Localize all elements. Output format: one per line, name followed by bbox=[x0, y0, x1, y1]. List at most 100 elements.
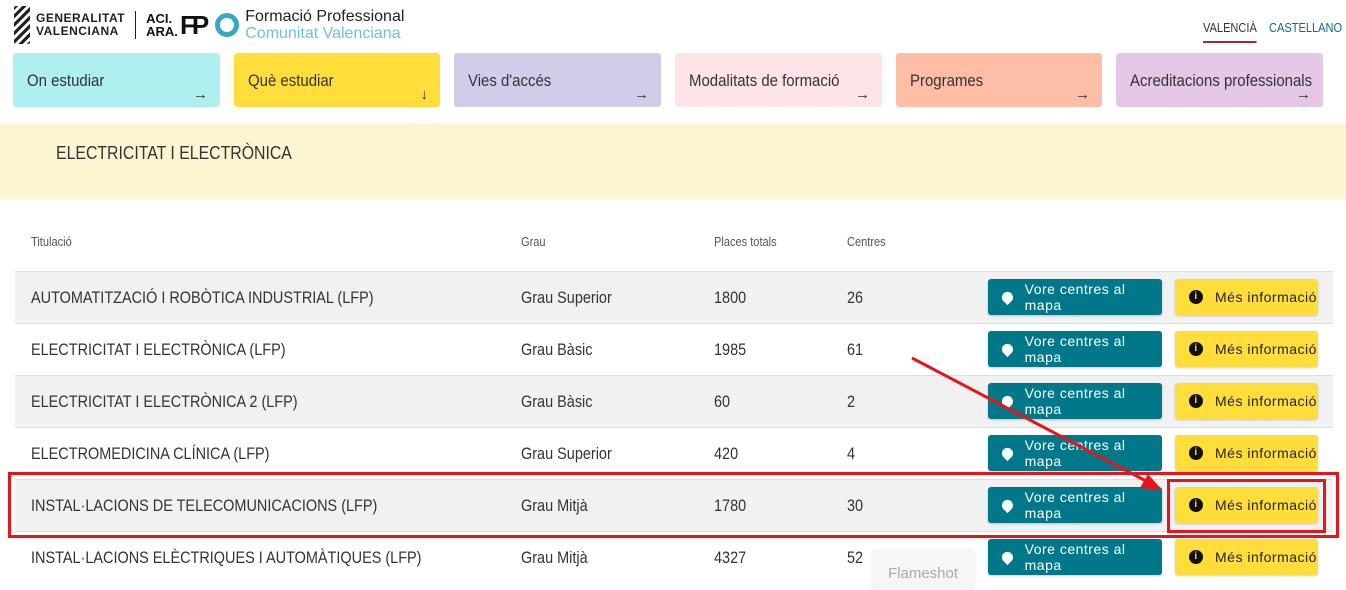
cell-titulacio: INSTAL·LACIONS DE TELECOMUNICACIONS (LFP… bbox=[31, 496, 378, 515]
cell-grau: Grau Bàsic bbox=[521, 340, 593, 359]
highlight-row-box bbox=[8, 472, 1339, 538]
section-banner: ELECTRICITAT I ELECTRÒNICA bbox=[0, 123, 1346, 199]
logo-text: VALENCIANA bbox=[36, 24, 119, 38]
header: GENERALITAT VALENCIANA ACI. ARA. FP Formac… bbox=[0, 0, 1346, 50]
cell-places: 420 bbox=[714, 444, 739, 463]
col-places: Places totals bbox=[714, 234, 777, 249]
button-label: Més informació bbox=[1215, 341, 1317, 357]
arrow-right-icon: → bbox=[1296, 86, 1311, 103]
cell-places: 1800 bbox=[714, 288, 747, 307]
fp-title: Formació Professional bbox=[245, 8, 405, 25]
main-nav: On estudiar → Què estudiar ↓ Vies d'accés →… bbox=[13, 53, 1323, 107]
cell-places: 60 bbox=[714, 392, 731, 411]
table-row: INSTAL·LACIONS DE TELECOMUNICACIONS (LFP… bbox=[15, 479, 1333, 531]
more-info-button[interactable]: i Més informació bbox=[1175, 435, 1318, 471]
button-label: Vore centres al mapa bbox=[1024, 385, 1126, 417]
button-label: Més informació bbox=[1215, 549, 1317, 565]
nav-programes[interactable]: Programes → bbox=[896, 53, 1102, 107]
info-icon: i bbox=[1189, 498, 1203, 512]
logo-text: ACI. bbox=[146, 11, 173, 26]
cell-centres: 26 bbox=[847, 288, 864, 307]
cell-centres: 52 bbox=[847, 548, 864, 567]
col-centres: Centres bbox=[847, 234, 886, 249]
cell-centres: 61 bbox=[847, 340, 864, 359]
cell-places: 4327 bbox=[714, 548, 747, 567]
map-button[interactable]: Vore centres al mapa bbox=[988, 331, 1162, 367]
col-grau: Grau bbox=[521, 234, 546, 249]
coat-of-arms-icon bbox=[14, 6, 30, 44]
more-info-button[interactable]: i Més informació bbox=[1175, 539, 1318, 575]
fp-logo[interactable]: FP Formació Professional Comunitat Valenc… bbox=[180, 8, 404, 42]
cell-grau: Grau Superior bbox=[521, 288, 612, 307]
fp-mark: FP bbox=[180, 9, 209, 40]
nav-que-estudiar[interactable]: Què estudiar ↓ bbox=[234, 53, 440, 107]
cell-centres: 2 bbox=[847, 392, 856, 411]
nav-label: Què estudiar bbox=[248, 71, 334, 90]
generalitat-logo[interactable]: GENERALITAT VALENCIANA ACI. ARA. bbox=[14, 6, 178, 44]
info-icon: i bbox=[1189, 342, 1203, 356]
ring-icon bbox=[215, 13, 240, 37]
map-button[interactable]: Vore centres al mapa bbox=[988, 279, 1162, 315]
info-icon: i bbox=[1189, 394, 1203, 408]
table-row: ELECTRICITAT I ELECTRÒNICA 2 (LFP) Grau … bbox=[15, 375, 1333, 427]
nav-label: Vies d'accés bbox=[468, 71, 552, 90]
map-button[interactable]: Vore centres al mapa bbox=[988, 487, 1162, 523]
cell-grau: Grau Bàsic bbox=[521, 392, 593, 411]
cell-centres: 30 bbox=[847, 496, 864, 515]
cell-titulacio: ELECTRICITAT I ELECTRÒNICA (LFP) bbox=[31, 340, 286, 359]
arrow-down-icon: ↓ bbox=[420, 86, 429, 103]
arrow-right-icon: → bbox=[1075, 86, 1090, 103]
cell-titulacio: ELECTROMEDICINA CLÍNICA (LFP) bbox=[31, 444, 270, 463]
more-info-button[interactable]: i Més informació bbox=[1175, 383, 1318, 419]
map-button[interactable]: Vore centres al mapa bbox=[988, 539, 1162, 575]
button-label: Vore centres al mapa bbox=[1024, 489, 1126, 521]
table-row: ELECTRICITAT I ELECTRÒNICA (LFP) Grau Bà… bbox=[15, 323, 1333, 375]
lang-castellano[interactable]: CASTELLANO bbox=[1269, 20, 1343, 35]
button-label: Vore centres al mapa bbox=[1024, 541, 1126, 573]
col-titulacio: Titulació bbox=[31, 234, 72, 249]
cell-grau: Grau Mitjà bbox=[521, 496, 588, 515]
table-row: INSTAL·LACIONS ELÈCTRIQUES I AUTOMÀTIQUE… bbox=[15, 531, 1333, 583]
highlight-button-box bbox=[1167, 479, 1326, 533]
info-icon: i bbox=[1189, 290, 1203, 304]
nav-modalitats[interactable]: Modalitats de formació → bbox=[675, 53, 882, 107]
nav-label: On estudiar bbox=[27, 71, 105, 90]
cell-places: 1780 bbox=[714, 496, 747, 515]
table-row: ELECTROMEDICINA CLÍNICA (LFP) Grau Super… bbox=[15, 427, 1333, 479]
nav-acreditacions[interactable]: Acreditacions professionals → bbox=[1116, 53, 1323, 107]
cell-titulacio: INSTAL·LACIONS ELÈCTRIQUES I AUTOMÀTIQUE… bbox=[31, 548, 422, 567]
info-icon: i bbox=[1189, 550, 1203, 564]
logo-text: ARA. bbox=[146, 24, 178, 39]
logo-text: GENERALITAT bbox=[36, 11, 126, 25]
nav-label: Modalitats de formació bbox=[689, 71, 840, 90]
button-label: Vore centres al mapa bbox=[1024, 281, 1126, 313]
nav-vies-acces[interactable]: Vies d'accés → bbox=[454, 53, 661, 107]
arrow-right-icon: → bbox=[855, 86, 870, 103]
lang-valencia[interactable]: VALENCIÀ bbox=[1203, 20, 1257, 43]
section-title: ELECTRICITAT I ELECTRÒNICA bbox=[56, 143, 292, 163]
info-icon: i bbox=[1189, 446, 1203, 460]
map-button[interactable]: Vore centres al mapa bbox=[988, 435, 1162, 471]
divider bbox=[135, 11, 137, 39]
button-label: Més informació bbox=[1215, 289, 1317, 305]
button-label: Més informació bbox=[1215, 497, 1317, 513]
nav-on-estudiar[interactable]: On estudiar → bbox=[13, 53, 220, 107]
cell-grau: Grau Mitjà bbox=[521, 548, 588, 567]
more-info-button[interactable]: i Més informació bbox=[1175, 279, 1318, 315]
cell-titulacio: ELECTRICITAT I ELECTRÒNICA 2 (LFP) bbox=[31, 392, 298, 411]
cell-centres: 4 bbox=[847, 444, 856, 463]
flameshot-tooltip: Flameshot bbox=[872, 550, 974, 590]
arrow-right-icon: → bbox=[193, 86, 208, 103]
cell-titulacio: AUTOMATITZACIÓ I ROBÒTICA INDUSTRIAL (LF… bbox=[31, 288, 374, 307]
nav-label: Programes bbox=[910, 71, 984, 90]
nav-label: Acreditacions professionals bbox=[1130, 71, 1313, 90]
more-info-button[interactable]: i Més informació bbox=[1175, 331, 1318, 367]
button-label: Més informació bbox=[1215, 393, 1317, 409]
button-label: Més informació bbox=[1215, 445, 1317, 461]
table-row: AUTOMATITZACIÓ I ROBÒTICA INDUSTRIAL (LF… bbox=[15, 271, 1333, 323]
cell-places: 1985 bbox=[714, 340, 747, 359]
fp-subtitle: Comunitat Valenciana bbox=[245, 25, 401, 42]
more-info-button[interactable]: i Més informació bbox=[1175, 487, 1318, 523]
cell-grau: Grau Superior bbox=[521, 444, 612, 463]
arrow-right-icon: → bbox=[634, 86, 649, 103]
